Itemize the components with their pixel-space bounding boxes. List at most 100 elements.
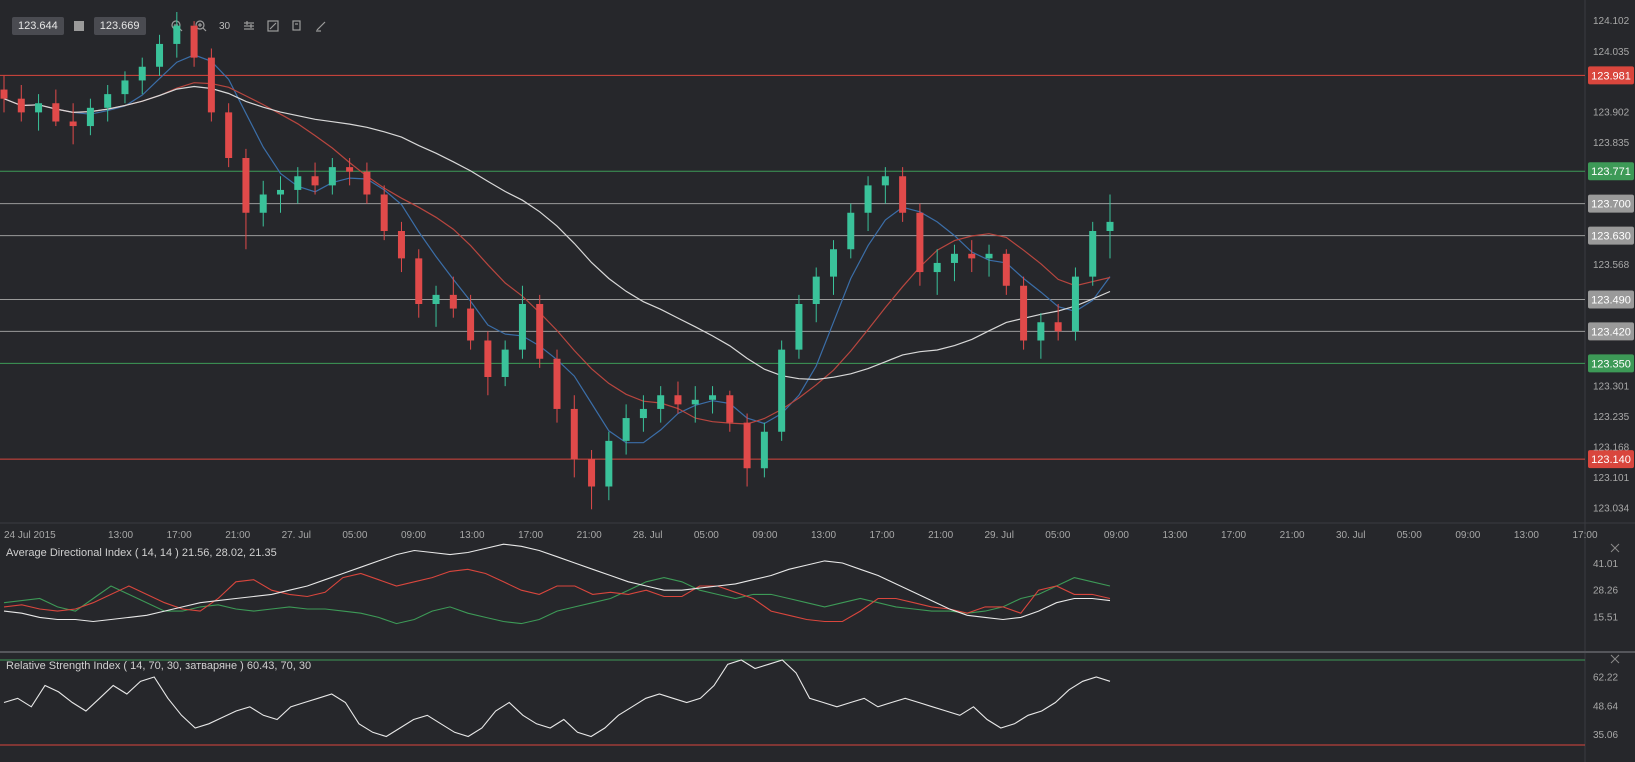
chart-toolbar: 123.644 123.669 30 xyxy=(12,16,330,36)
time-tick-label: 27. Jul xyxy=(282,530,311,541)
candle-body xyxy=(726,395,734,423)
candle-body xyxy=(830,249,837,277)
price-axis: 123.981 123.771 123.700 123.630 123.490 123.4… xyxy=(1588,16,1634,514)
candle-body xyxy=(467,308,475,341)
level-price-label: 123.490 xyxy=(1591,294,1631,306)
candle-body xyxy=(657,395,665,409)
draw-icon[interactable] xyxy=(312,17,330,35)
candle-body xyxy=(778,349,786,432)
rsi-tick-label: 62.22 xyxy=(1593,673,1618,684)
level-price-tag xyxy=(1588,66,1634,85)
rsi-tick-label: 35.06 xyxy=(1593,730,1618,741)
candle-body xyxy=(950,253,958,263)
adx-tick-label: 41.01 xyxy=(1593,559,1618,570)
candle-body xyxy=(415,258,423,304)
rsi-line xyxy=(3,659,1111,738)
level-price-label: 123.700 xyxy=(1591,199,1631,211)
level-price-tag xyxy=(1588,450,1634,469)
rsi-panel: Relative Strength Index ( 14, 70, 30, за… xyxy=(0,659,1618,746)
candle-body xyxy=(138,66,146,81)
time-tick-label: 09:00 xyxy=(752,530,777,541)
time-tick-label: 13:00 xyxy=(1514,530,1539,541)
ask-price: 123.669 xyxy=(93,17,146,35)
adx-tick-label: 15.51 xyxy=(1593,612,1618,623)
time-tick-label: 21:00 xyxy=(928,530,953,541)
candle-body xyxy=(985,253,993,259)
candle-body xyxy=(570,408,578,460)
candle-body xyxy=(518,304,526,350)
level-price-tag xyxy=(1588,322,1634,341)
candle-body xyxy=(1054,322,1062,332)
candle-body xyxy=(881,176,889,186)
candle-body xyxy=(225,112,233,158)
spread-separator xyxy=(73,21,84,31)
horizontal-level-lines xyxy=(0,74,1585,460)
time-tick-label: 21:00 xyxy=(225,530,250,541)
candle-body xyxy=(294,176,302,190)
candle-body xyxy=(397,231,405,259)
candle-body xyxy=(916,212,924,273)
candle-body xyxy=(709,395,717,400)
template-icon[interactable] xyxy=(288,17,306,35)
candle-body xyxy=(1020,285,1028,341)
candle-body xyxy=(1071,276,1079,332)
candle-body xyxy=(363,171,371,195)
time-tick-label: 09:00 xyxy=(1455,530,1480,541)
adx-tick-label: 28.26 xyxy=(1593,586,1618,597)
price-tick-label: 123.301 xyxy=(1593,382,1630,393)
time-tick-label: 09:00 xyxy=(1104,530,1129,541)
candle-body xyxy=(639,408,647,419)
candles xyxy=(0,12,1114,510)
price-tick-label: 123.168 xyxy=(1593,442,1630,453)
candle-body xyxy=(104,94,112,108)
candle-body xyxy=(69,121,77,127)
timeframe-icon[interactable]: 30 xyxy=(218,20,231,32)
price-tick-label: 123.034 xyxy=(1593,503,1630,514)
time-tick-label: 24 Jul 2015 xyxy=(4,530,56,541)
candle-body xyxy=(899,176,907,213)
rsi-tick-label: 48.64 xyxy=(1593,701,1618,712)
zoom-in-icon[interactable] xyxy=(192,17,210,35)
candle-body xyxy=(743,422,751,469)
time-tick-label: 05:00 xyxy=(342,530,367,541)
candle-body xyxy=(277,189,284,195)
crosshair-icon[interactable] xyxy=(264,17,282,35)
candle-body xyxy=(242,158,250,213)
time-tick-label: 30. Jul xyxy=(1336,530,1365,541)
time-tick-label: 29. Jul xyxy=(984,530,1013,541)
time-tick-label: 17:00 xyxy=(1221,530,1246,541)
time-tick-label: 13:00 xyxy=(460,530,485,541)
candle-body xyxy=(622,418,630,441)
candle-body xyxy=(968,253,976,259)
candle-body xyxy=(605,440,613,487)
time-tick-label: 13:00 xyxy=(108,530,133,541)
candle-body xyxy=(346,167,354,172)
time-tick-label: 21:00 xyxy=(1280,530,1305,541)
candle-body xyxy=(1002,253,1010,286)
candle-body xyxy=(328,167,336,186)
sma-slow-line xyxy=(3,85,1111,381)
level-price-tag xyxy=(1588,194,1634,213)
level-price-tag xyxy=(1588,226,1634,245)
rsi-title: Relative Strength Index ( 14, 70, 30, за… xyxy=(6,660,311,672)
settings-icon[interactable] xyxy=(240,17,258,35)
candle-body xyxy=(795,304,803,350)
price-tick-label: 123.835 xyxy=(1593,138,1630,149)
rsi-close-icon[interactable] xyxy=(1610,654,1620,664)
candle-body xyxy=(674,395,682,405)
candle-body xyxy=(501,349,509,377)
candle-body xyxy=(190,25,198,58)
price-tick-label: 123.568 xyxy=(1593,260,1630,271)
level-price-label: 123.630 xyxy=(1591,231,1631,243)
candle-body xyxy=(1106,221,1114,231)
candle-body xyxy=(1037,322,1045,341)
time-tick-label: 05:00 xyxy=(1045,530,1070,541)
level-price-label: 123.420 xyxy=(1591,326,1631,338)
adx-close-icon[interactable] xyxy=(1610,543,1620,553)
sma-mid-line xyxy=(3,82,1111,425)
candle-body xyxy=(847,212,855,250)
candle-body xyxy=(380,194,388,231)
price-tick-label: 123.235 xyxy=(1593,412,1630,423)
